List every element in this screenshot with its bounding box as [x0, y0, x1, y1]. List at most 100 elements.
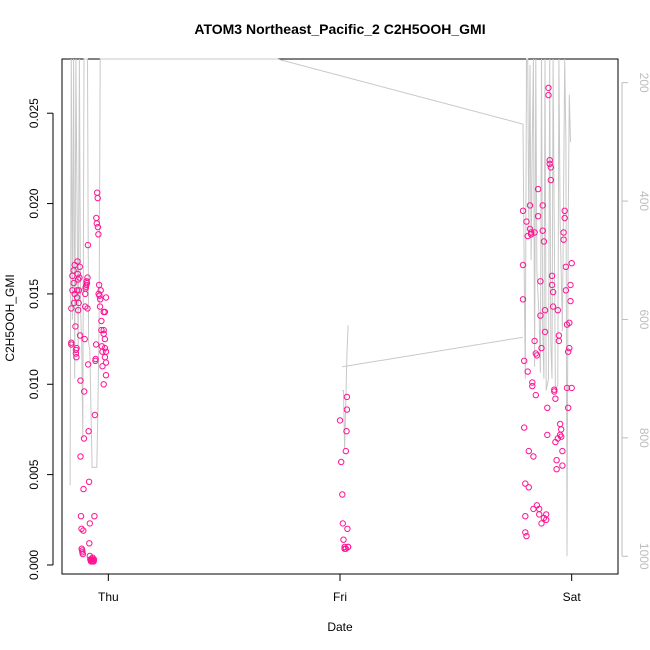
- data-point: [534, 185, 542, 193]
- data-point: [543, 516, 550, 523]
- x-axis-label: Date: [327, 620, 353, 634]
- data-point: [549, 288, 557, 296]
- data-point: [84, 274, 91, 281]
- data-point: [545, 91, 552, 99]
- data-point: [524, 232, 531, 240]
- y-tick-label: 0.025: [27, 98, 41, 128]
- data-point: [553, 466, 560, 473]
- data-point: [548, 281, 556, 289]
- data-point: [567, 281, 574, 289]
- data-point: [534, 213, 542, 220]
- data-point: [343, 406, 351, 413]
- data-point: [547, 164, 554, 171]
- data-point: [558, 426, 565, 433]
- data-point: [85, 361, 92, 368]
- data-point: [73, 354, 80, 361]
- data-point: [539, 227, 546, 234]
- y-tick-label: 0.020: [27, 188, 41, 218]
- right-tick-label: 800: [637, 428, 650, 448]
- data-point: [68, 305, 75, 312]
- data-point: [565, 404, 572, 411]
- y-axis-label: C2H5OOH_GMI: [3, 274, 17, 361]
- data-point: [101, 308, 109, 316]
- data-point: [95, 231, 102, 238]
- y-tick-label: 0.015: [27, 279, 41, 309]
- data-point: [562, 263, 570, 270]
- data-point: [562, 287, 570, 294]
- data-point: [101, 344, 109, 352]
- right-axis: 200 400 600 800 1000: [621, 73, 650, 570]
- data-point: [533, 352, 541, 359]
- data-point: [523, 532, 530, 540]
- data-point: [70, 299, 78, 307]
- data-point: [85, 428, 92, 435]
- data-point: [94, 223, 102, 231]
- data-point: [77, 453, 84, 460]
- data-point: [77, 377, 84, 384]
- data-point: [552, 395, 559, 402]
- data-point: [86, 520, 94, 527]
- y-tick-label: 0.005: [27, 459, 41, 489]
- data-point: [91, 513, 98, 520]
- data-point: [549, 303, 557, 310]
- data-point: [84, 305, 91, 312]
- data-point: [77, 513, 85, 520]
- data-point: [339, 491, 346, 498]
- data-point: [529, 379, 536, 386]
- data-point: [560, 236, 567, 243]
- data-point: [81, 335, 88, 343]
- right-tick-label: 600: [637, 309, 650, 329]
- data-point: [546, 157, 553, 164]
- data-point: [99, 363, 106, 370]
- data-point: [94, 189, 101, 196]
- data-point: [563, 384, 571, 392]
- data-point: [526, 202, 534, 209]
- x-tick-label: Thu: [98, 590, 119, 604]
- data-point: [521, 424, 528, 431]
- data-point: [97, 287, 104, 294]
- data-point: [555, 332, 563, 339]
- data-point: [559, 447, 566, 455]
- data-point: [519, 296, 527, 303]
- data-point: [79, 550, 87, 558]
- data-point: [519, 261, 527, 269]
- data-point: [92, 341, 100, 348]
- pressure-profile-line: [69, 58, 571, 557]
- data-point: [102, 359, 110, 366]
- data-point: [541, 328, 549, 336]
- data-point: [74, 258, 81, 265]
- data-point: [538, 344, 545, 352]
- data-point: [541, 307, 549, 314]
- chart-title: ATOM3 Northeast_Pacific_2 C2H5OOH_GMI: [194, 21, 485, 37]
- data-point: [546, 160, 553, 168]
- data-point: [68, 339, 75, 346]
- data-point: [545, 84, 552, 92]
- data-point: [529, 382, 536, 390]
- data-point: [547, 176, 554, 184]
- data-point: [75, 287, 83, 294]
- pressure-profile-line: [342, 325, 524, 450]
- data-point: [544, 431, 551, 439]
- data-point: [340, 536, 347, 543]
- data-point: [93, 220, 101, 227]
- data-point: [85, 478, 93, 485]
- data-point: [93, 214, 100, 222]
- data-point: [558, 433, 565, 440]
- y-axis: 0.000 0.005 0.010 0.015 0.020 0.025: [27, 98, 54, 580]
- data-point: [527, 231, 535, 238]
- data-point: [84, 241, 92, 249]
- data-point: [524, 368, 531, 375]
- data-point: [556, 420, 564, 428]
- data-point: [338, 458, 345, 466]
- data-point: [523, 218, 530, 225]
- data-point: [80, 527, 87, 534]
- data-point: [531, 337, 538, 345]
- data-point: [73, 287, 81, 294]
- data-point: [522, 513, 529, 520]
- data-point: [102, 372, 110, 379]
- data-point: [565, 348, 572, 355]
- data-point: [76, 332, 84, 339]
- data-point: [559, 462, 566, 469]
- data-point: [566, 319, 573, 326]
